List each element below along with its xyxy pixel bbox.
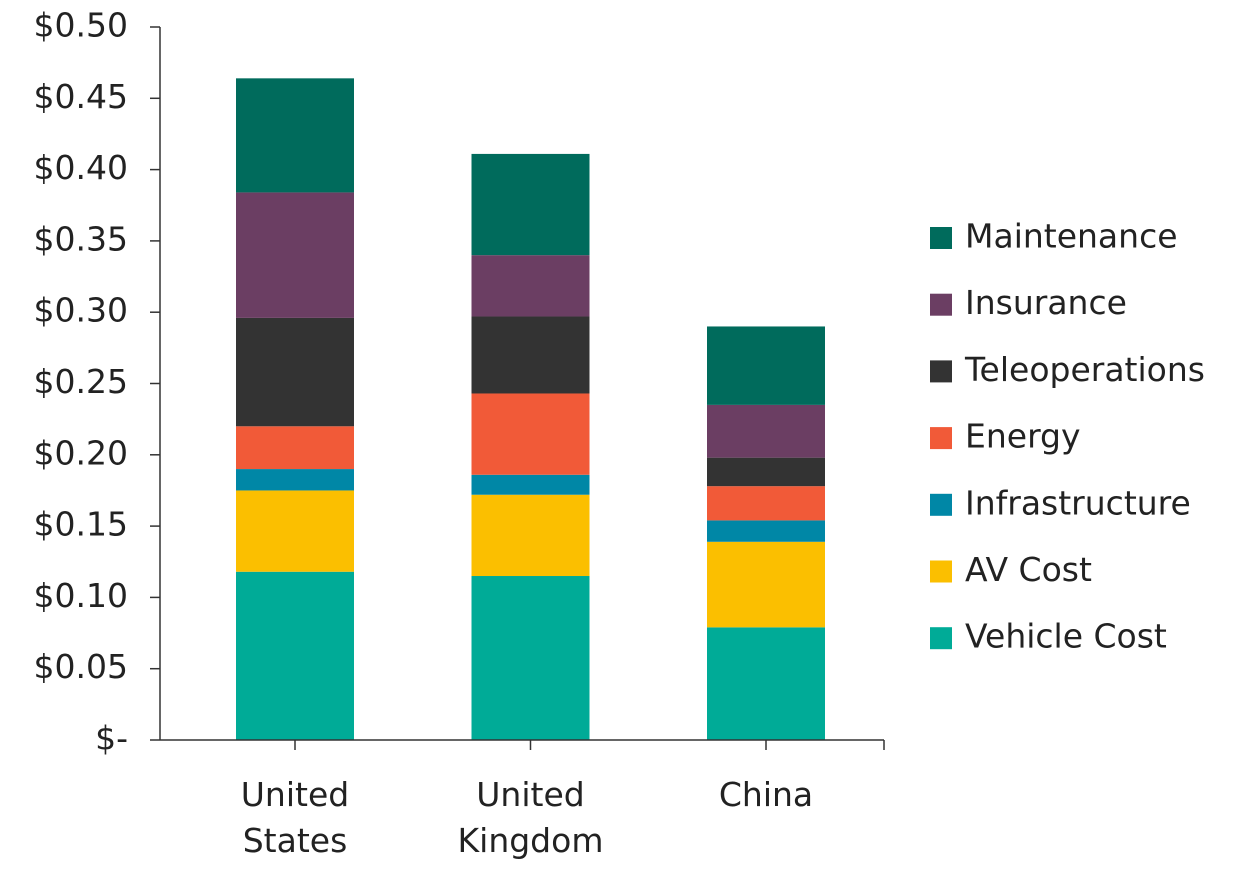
y-tick-label: $- [95,719,128,758]
bar-segment [236,490,354,572]
legend-label: Insurance [965,283,1127,322]
legend-label: AV Cost [965,550,1092,589]
legend-swatch [930,560,952,583]
legend-swatch [930,293,952,316]
bar-segment [707,520,825,542]
bar-segment [236,469,354,491]
x-tick-label: United Kingdom [457,775,604,860]
legend-swatch [930,360,952,383]
bar-segment [236,426,354,470]
y-tick-label: $0.20 [34,433,128,472]
bar-segment [471,153,590,256]
legend-swatch [930,627,952,650]
legend-label: Vehicle Cost [965,617,1167,656]
y-tick-label: $0.30 [34,291,128,330]
legend-label: Maintenance [965,217,1178,256]
y-tick-label: $0.10 [34,576,128,615]
y-tick-label: $0.05 [34,647,128,686]
bar-segment [471,576,590,740]
bar-segment [236,192,354,318]
bar-segment [236,78,354,193]
bar-segment [471,316,590,394]
bar-segment [707,326,825,405]
y-tick-label: $0.25 [34,362,128,401]
legend-label: Teleoperations [964,350,1205,389]
bar-segment [707,457,825,487]
bar-segment [707,486,825,521]
y-tick-label: $0.50 [34,6,128,45]
bar-segment [707,404,825,458]
x-tick-label: China [718,775,814,814]
y-tick-label: $0.40 [34,148,128,187]
bar-segment [707,541,825,628]
legend-swatch [930,427,952,450]
y-tick-label: $0.35 [34,219,128,258]
bar-segment [236,571,354,740]
x-tick-label: United States [240,775,350,860]
y-tick-label: $0.45 [34,77,128,116]
bar-segment [707,627,825,740]
legend-label: Energy [965,417,1081,456]
y-tick-label: $0.15 [34,505,128,544]
legend-swatch [930,227,952,249]
bar-segment [236,317,354,427]
bar-segment [471,494,590,577]
bar-segment [471,474,590,495]
bar-segment [471,393,590,475]
legend-swatch [930,493,952,516]
legend-label: Infrastructure [965,483,1191,522]
bar-segment [471,255,590,317]
